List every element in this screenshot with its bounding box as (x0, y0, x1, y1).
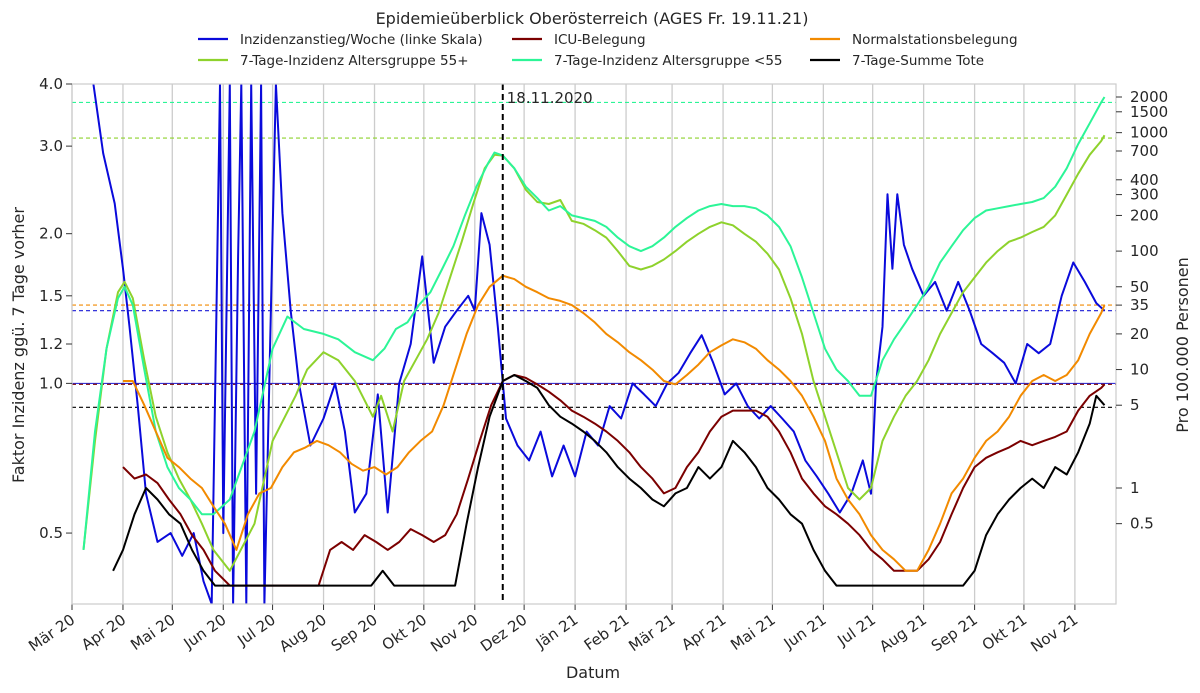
legend-label-4: Normalstationsbelegung (852, 32, 1018, 48)
y-left-tick-label-6: 4.0 (39, 75, 63, 93)
x-tick-label-12: Mär 21 (625, 611, 678, 656)
y-right-tick-label-10: 400 (1130, 171, 1159, 189)
x-tick-label-13: Apr 21 (678, 611, 729, 654)
y-left-tick-label-3: 1.5 (39, 287, 63, 305)
marker-line: 18.11.2020 (501, 84, 593, 604)
y-axis-label-right: Pro 100.000 Personen (1173, 257, 1192, 432)
y-right-tick-label-12: 1000 (1130, 124, 1168, 142)
y-left-tick-label-2: 1.2 (39, 335, 63, 353)
x-tick-label-15: Jun 21 (780, 611, 830, 653)
x-tick-label-5: Aug 20 (276, 611, 330, 656)
x-tick-label-4: Jul 20 (233, 611, 279, 650)
legend-label-1: 7-Tage-Inzidenz Altersgruppe 55+ (240, 53, 469, 69)
x-tick-label-1: Apr 20 (78, 611, 129, 654)
y-right-tick-label-1: 1 (1130, 479, 1140, 497)
y-right-tick-label-9: 300 (1130, 186, 1159, 204)
x-tick-label-11: Feb 21 (581, 611, 633, 655)
series-line-1 (82, 134, 1106, 572)
y-left-tick-label-0: 0.5 (39, 524, 63, 542)
x-tick-label-9: Dez 20 (477, 611, 530, 656)
y-right-tick-label-13: 1500 (1130, 103, 1168, 121)
y-right-tick-label-8: 200 (1130, 206, 1159, 224)
y-right-tick-label-2: 5 (1130, 396, 1140, 414)
y-left-tick-label-1: 1.0 (39, 374, 63, 392)
legend-label-0: Inzidenzanstieg/Woche (linke Skala) (240, 32, 483, 48)
x-tick-label-6: Sep 20 (328, 611, 381, 656)
legend-label-5: 7-Tage-Summe Tote (852, 53, 984, 69)
y-right-tick-label-4: 20 (1130, 325, 1149, 343)
y-right-tick-label-7: 100 (1130, 242, 1159, 260)
legend: Inzidenzanstieg/Woche (linke Skala) 7-Tag… (198, 32, 1018, 69)
y-right-tick-label-11: 700 (1130, 142, 1159, 160)
x-tick-label-20: Nov 21 (1027, 611, 1081, 656)
x-tick-label-19: Okt 21 (979, 611, 1030, 655)
x-tick-label-2: Mai 20 (127, 611, 178, 655)
y-left-tick-label-5: 3.0 (39, 137, 63, 155)
chart-title: Epidemieüberblick Oberösterreich (AGES F… (376, 9, 809, 28)
y-right-tick-label-5: 35 (1130, 296, 1149, 314)
series-line-3 (82, 96, 1106, 550)
legend-label-3: 7-Tage-Inzidenz Altersgruppe <55 (554, 53, 783, 69)
x-tick-label-14: Mai 21 (727, 611, 778, 655)
series-line-4 (123, 274, 1106, 572)
x-tick-label-8: Nov 20 (427, 611, 481, 656)
x-tick-label-17: Aug 21 (876, 611, 930, 656)
y-axis-label-left: Faktor Inzidenz ggü. 7 Tage vorher (9, 207, 28, 483)
y-right-tick-label-6: 50 (1130, 278, 1149, 296)
y-left-tick-label-4: 2.0 (39, 225, 63, 243)
reference-lines (72, 101, 1116, 408)
series-line-5 (112, 374, 1106, 587)
x-axis-label: Datum (566, 663, 620, 682)
legend-label-2: ICU-Belegung (554, 32, 646, 48)
x-tick-label-7: Okt 20 (379, 611, 430, 655)
series-line-2 (122, 374, 1106, 587)
y-right-tick-label-3: 10 (1130, 361, 1149, 379)
y-right-tick-label-0: 0.5 (1130, 515, 1154, 533)
x-tick-label-16: Jul 21 (833, 611, 879, 650)
marker-label: 18.11.2020 (507, 89, 593, 107)
x-tick-label-10: Jän 21 (532, 611, 582, 653)
x-tick-label-18: Sep 21 (928, 611, 981, 656)
series-lines (82, 84, 1106, 604)
y-right-tick-label-14: 2000 (1130, 88, 1168, 106)
x-tick-label-0: Mär 20 (25, 611, 78, 656)
x-tick-label-3: Jun 20 (180, 611, 230, 653)
